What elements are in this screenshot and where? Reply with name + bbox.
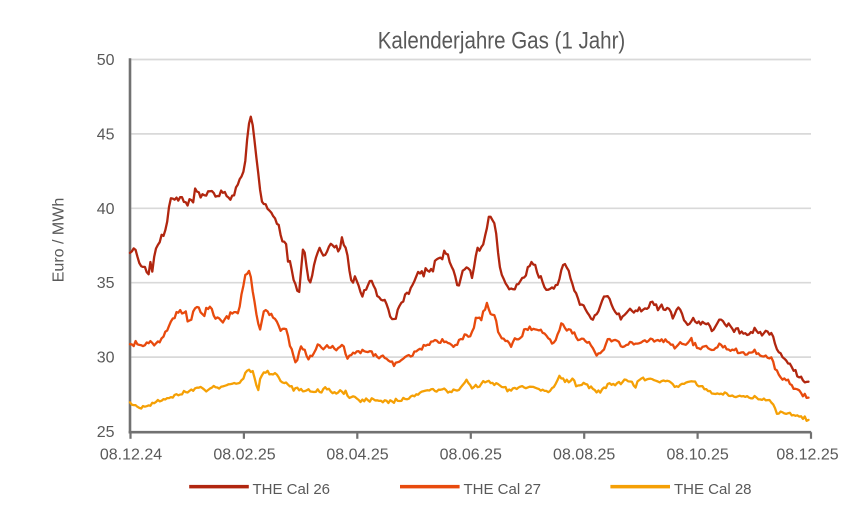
svg-text:THE Cal 28: THE Cal 28 bbox=[674, 481, 752, 498]
svg-text:THE Cal 26: THE Cal 26 bbox=[253, 481, 331, 498]
svg-text:THE Cal 27: THE Cal 27 bbox=[464, 481, 542, 498]
svg-text:08.06.25: 08.06.25 bbox=[440, 447, 502, 464]
svg-text:08.10.25: 08.10.25 bbox=[666, 447, 728, 464]
svg-text:25: 25 bbox=[97, 424, 115, 441]
svg-text:Euro / MWh: Euro / MWh bbox=[51, 198, 68, 282]
svg-text:45: 45 bbox=[97, 126, 115, 143]
svg-text:35: 35 bbox=[97, 275, 115, 292]
svg-text:08.12.25: 08.12.25 bbox=[776, 447, 838, 464]
svg-text:08.04.25: 08.04.25 bbox=[326, 447, 388, 464]
svg-text:08.12.24: 08.12.24 bbox=[100, 447, 162, 464]
svg-text:50: 50 bbox=[97, 52, 115, 69]
svg-text:30: 30 bbox=[97, 350, 115, 367]
svg-text:40: 40 bbox=[97, 201, 115, 218]
svg-text:Kalenderjahre Gas (1 Jahr): Kalenderjahre Gas (1 Jahr) bbox=[378, 28, 626, 55]
svg-text:08.02.25: 08.02.25 bbox=[213, 447, 275, 464]
svg-text:08.08.25: 08.08.25 bbox=[553, 447, 615, 464]
